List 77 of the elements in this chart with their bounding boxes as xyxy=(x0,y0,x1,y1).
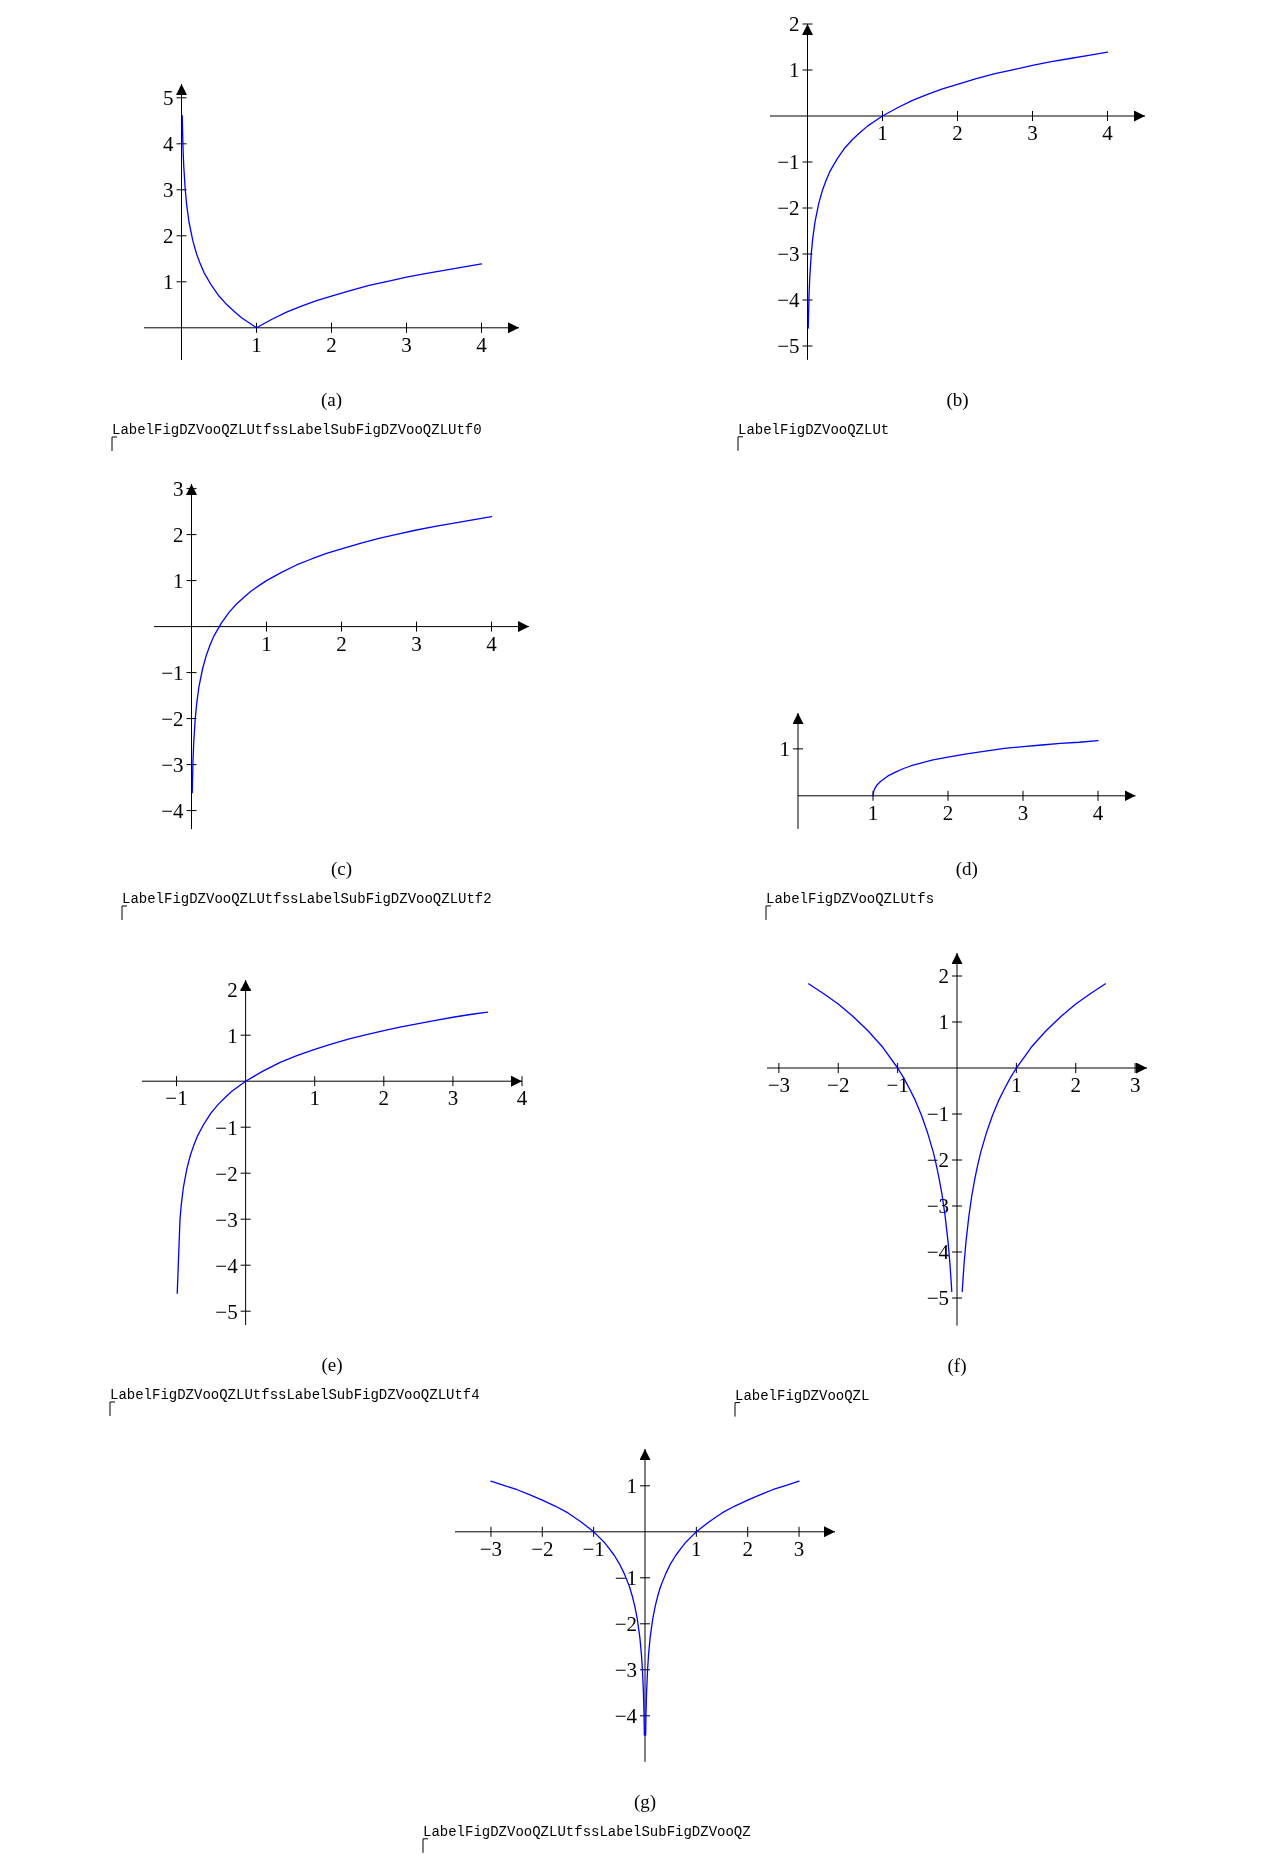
x-tick-label: 4 xyxy=(516,1086,528,1111)
x-tick-label: 1 xyxy=(1011,1072,1022,1097)
y-tick-label: −2 xyxy=(215,1161,238,1186)
y-tick-label: −3 xyxy=(160,752,184,777)
x-tick-label: 3 xyxy=(401,332,412,357)
y-tick-label: −4 xyxy=(776,288,800,313)
x-tick-label: 2 xyxy=(378,1086,389,1111)
x-tick-label: −1 xyxy=(886,1072,910,1097)
y-tick-label: 1 xyxy=(226,1023,238,1048)
x-tick-label: −2 xyxy=(827,1072,850,1097)
y-tick-label: 5 xyxy=(163,85,174,110)
y-tick-label: 1 xyxy=(626,1474,637,1499)
y-tick-label: −4 xyxy=(614,1704,637,1729)
text: (f) xyxy=(947,1354,967,1377)
y-tick-label: −1 xyxy=(926,1102,950,1127)
x-tick-label: −3 xyxy=(479,1537,502,1562)
y-tick-label: −2 xyxy=(776,196,800,221)
y-tick-label: 2 xyxy=(226,977,238,1002)
x-tick-label: 2 xyxy=(335,631,347,656)
line-series xyxy=(181,114,483,329)
x-tick-label: 4 xyxy=(476,332,488,357)
y-tick-label: 1 xyxy=(788,58,800,83)
text: LabelFigDZVooQZLUt xyxy=(737,421,889,438)
x-tick-label: 1 xyxy=(877,121,888,145)
text: LabelFigDZVooQZLUtfssLabelSubFigDZVooQZ xyxy=(422,1824,751,1841)
y-tick-label: −4 xyxy=(926,1240,950,1265)
y-tick-label: −2 xyxy=(614,1612,637,1637)
y-tick-label: 2 xyxy=(788,12,800,37)
y-tick-label: −2 xyxy=(160,706,184,731)
y-tick-label: 3 xyxy=(172,476,184,501)
x-tick-label: 3 xyxy=(447,1086,458,1111)
text: LabelFigDZVooQZLUtfssLabelSubFigDZVooQZLUtf4 xyxy=(109,1387,480,1404)
y-tick-label: 2 xyxy=(163,223,174,248)
y-tick-label: 2 xyxy=(938,964,950,989)
x-tick-label: 3 xyxy=(1017,800,1029,825)
text: LabelFigDZVooQZLUtfssLabelSubFigDZVooQZLUtf0 xyxy=(112,421,482,438)
y-tick-label: 1 xyxy=(163,269,174,294)
text: LabelFigDZVooQZLUtfssLabelSubFigDZVooQZLUtf2 xyxy=(121,890,492,907)
text: LabelFigDZVooQZL xyxy=(735,1387,870,1404)
x-tick-label: 2 xyxy=(741,1537,753,1562)
y-tick-label: −5 xyxy=(776,334,800,359)
x-tick-label: −1 xyxy=(581,1537,605,1562)
y-tick-label: 3 xyxy=(163,177,174,202)
x-tick-label: 4 xyxy=(485,631,497,656)
y-tick-label: −5 xyxy=(215,1299,238,1324)
text: LabelFigDZVooQZLUtfs xyxy=(765,890,934,907)
y-tick-label: 1 xyxy=(938,1010,950,1035)
x-tick-label: 3 xyxy=(1130,1072,1141,1097)
x-tick-label: 2 xyxy=(1070,1072,1082,1097)
y-tick-label: −5 xyxy=(926,1286,950,1311)
y-tick-label: 1 xyxy=(172,568,184,593)
y-tick-label: −3 xyxy=(614,1658,637,1683)
x-tick-label: 1 xyxy=(690,1537,702,1562)
y-tick-label: −1 xyxy=(215,1115,238,1140)
x-tick-label: 1 xyxy=(309,1086,320,1111)
x-tick-label: 4 xyxy=(1102,121,1113,145)
y-tick-label: −1 xyxy=(160,660,184,685)
text: (c) xyxy=(330,857,352,880)
x-tick-label: 3 xyxy=(410,631,422,656)
text: (g) xyxy=(633,1791,656,1814)
x-tick-label: 4 xyxy=(1092,800,1104,825)
y-tick-label: −3 xyxy=(776,242,800,267)
text: (d) xyxy=(955,857,978,880)
y-tick-label: 2 xyxy=(172,522,184,547)
x-tick-label: 2 xyxy=(326,332,337,357)
x-tick-label: 1 xyxy=(251,332,262,357)
x-tick-label: −2 xyxy=(530,1537,553,1562)
x-tick-label: 3 xyxy=(1027,121,1038,145)
text: (a) xyxy=(321,388,343,411)
x-tick-label: 1 xyxy=(260,631,272,656)
text: (e) xyxy=(321,1354,343,1377)
y-tick-label: −4 xyxy=(160,798,184,823)
x-tick-label: 1 xyxy=(867,800,879,825)
text: (b) xyxy=(946,388,969,411)
y-tick-label: −4 xyxy=(215,1253,238,1278)
y-tick-label: −1 xyxy=(776,150,800,175)
y-tick-label: −3 xyxy=(215,1207,238,1232)
